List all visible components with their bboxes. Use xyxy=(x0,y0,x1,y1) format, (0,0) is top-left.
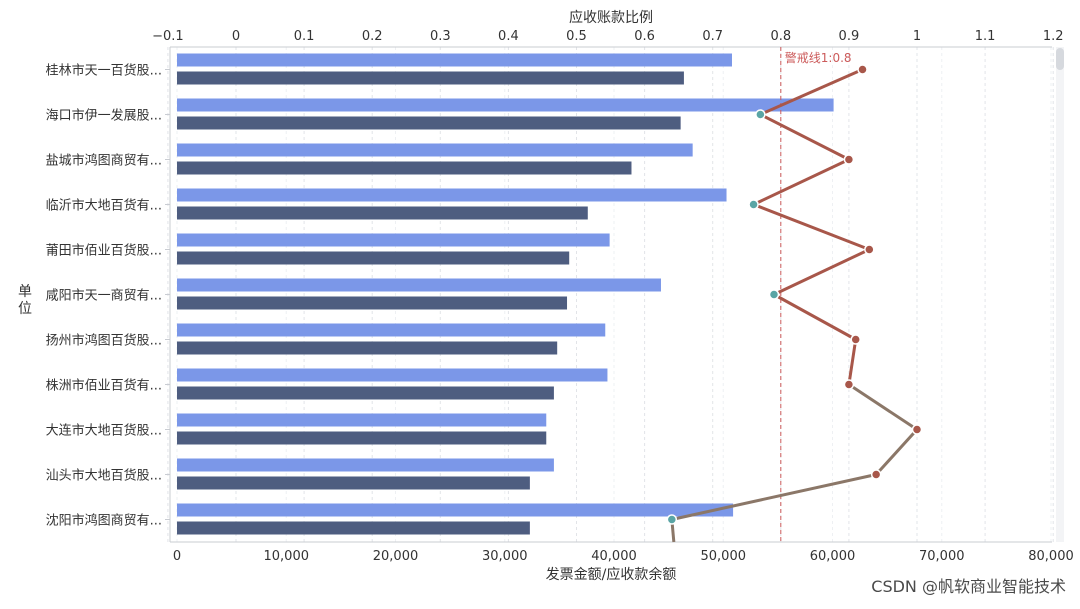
y-axis-title-char: 单 xyxy=(18,284,32,300)
ratio-point xyxy=(864,244,875,255)
category-label: 咸阳市天一商贸有... xyxy=(46,288,162,304)
category-label: 莆田市佰业百货股... xyxy=(46,243,162,259)
ratio-line-segment xyxy=(772,293,858,341)
bottom-tick-label: 80,000 xyxy=(1028,549,1074,564)
invoice-bar xyxy=(177,188,727,202)
ratio-point xyxy=(857,64,868,75)
category-label: 扬州市鸿图百货股... xyxy=(46,333,162,349)
ratio-point xyxy=(666,514,678,525)
category-label: 株洲市佰业百货有... xyxy=(46,378,162,394)
receivable-bar xyxy=(177,341,558,355)
scrollbar-track[interactable] xyxy=(1056,47,1064,542)
receivable-bar xyxy=(177,161,632,175)
receivable-bar xyxy=(177,296,568,310)
axis-layer: −0.1 0 0.1 0.2 0.3 0.4 0.5 0.6 0.7 0.8 0.9 1 1.1 1.2 0… xyxy=(18,29,1074,564)
ratio-line-segment xyxy=(758,68,865,116)
bottom-tick-label: 30,000 xyxy=(482,549,528,564)
bottom-tick-label: 20,000 xyxy=(373,549,419,564)
receivable-bar xyxy=(177,521,530,535)
reference-line-label: 警戒线1:0.8 xyxy=(785,50,852,65)
ratio-point xyxy=(843,379,855,390)
invoice-bar xyxy=(177,278,661,292)
bottom-tick-label: 0 xyxy=(173,549,181,564)
bottom-tick-label: 40,000 xyxy=(591,549,637,564)
receivable-bar xyxy=(177,116,681,130)
receivable-bar xyxy=(177,71,684,85)
ratio-point xyxy=(870,469,882,480)
receivable-bar xyxy=(177,251,570,265)
category-label: 沈阳市鸿图商贸有... xyxy=(46,513,162,529)
ratio-line-segment xyxy=(752,158,851,206)
top-tick-label: 0 xyxy=(232,29,240,44)
invoice-bar xyxy=(177,143,693,157)
invoice-bar xyxy=(177,233,610,247)
invoice-bar xyxy=(177,98,834,112)
top-tick-label: 0.9 xyxy=(839,29,860,44)
bottom-tick-label: 60,000 xyxy=(810,549,856,564)
ratio-line-layer xyxy=(666,64,923,543)
receivable-bar xyxy=(177,431,547,445)
invoice-bar xyxy=(177,458,554,472)
category-label: 临沂市大地百货有... xyxy=(46,198,162,214)
receivable-bar xyxy=(177,386,554,400)
ratio-point xyxy=(768,289,780,300)
invoice-bar xyxy=(177,323,606,337)
invoice-bar xyxy=(177,53,732,67)
receivable-bar xyxy=(177,206,588,220)
ratio-line-segment xyxy=(752,203,871,251)
category-label: 盐城市鸿图商贸有... xyxy=(46,153,162,169)
category-label: 桂林市天一百货股... xyxy=(46,63,162,79)
invoice-bar xyxy=(177,413,547,427)
top-tick-label: 1.1 xyxy=(975,29,996,44)
receivable-bar xyxy=(177,476,530,490)
invoice-bar xyxy=(177,368,608,382)
top-tick-label: 0.6 xyxy=(634,29,655,44)
ratio-line-segment xyxy=(670,473,878,521)
scrollbar-thumb[interactable] xyxy=(1056,48,1064,70)
ratio-point xyxy=(911,424,923,435)
ratio-line-segment xyxy=(847,338,858,386)
category-label: 海口市伊一发展股... xyxy=(46,108,162,124)
y-axis-title-char: 位 xyxy=(18,301,32,317)
top-tick-label: 0.4 xyxy=(498,29,519,44)
bottom-tick-label: 70,000 xyxy=(919,549,965,564)
bottom-tick-label: 10,000 xyxy=(264,549,310,564)
top-tick-label: 0.3 xyxy=(430,29,451,44)
top-tick-label: 0.7 xyxy=(702,29,723,44)
top-axis-title: 应收账款比例 xyxy=(569,9,653,26)
ratio-line-segment xyxy=(772,248,871,296)
ratio-line-segment xyxy=(758,113,851,161)
ratio-point xyxy=(850,334,861,345)
top-tick-label: 0.8 xyxy=(770,29,791,44)
top-tick-label: 0.5 xyxy=(566,29,587,44)
top-tick-label: −0.1 xyxy=(152,29,184,44)
top-tick-label: 0.1 xyxy=(294,29,315,44)
top-tick-label: 1.2 xyxy=(1043,29,1064,44)
category-label: 汕头市大地百货股... xyxy=(46,468,162,484)
ratio-point xyxy=(755,109,766,120)
top-tick-label: 0.2 xyxy=(362,29,383,44)
invoice-bar xyxy=(177,503,734,517)
bar-layer xyxy=(177,53,834,535)
watermark-text: CSDN @帆软商业智能技术 xyxy=(871,577,1066,596)
ratio-line-segment xyxy=(874,428,919,476)
ratio-point xyxy=(843,154,855,165)
ratio-point xyxy=(748,199,759,210)
label-layer: 应收账款比例 发票金额/应收款余额 xyxy=(546,9,677,583)
category-label: 大连市大地百货股... xyxy=(46,423,162,439)
reference-layer: 警戒线1:0.8 xyxy=(780,47,852,542)
bottom-tick-label: 50,000 xyxy=(701,549,747,564)
bottom-axis-title: 发票金额/应收款余额 xyxy=(546,566,677,583)
top-tick-label: 1 xyxy=(913,29,921,44)
ratio-line-segment xyxy=(847,383,919,431)
